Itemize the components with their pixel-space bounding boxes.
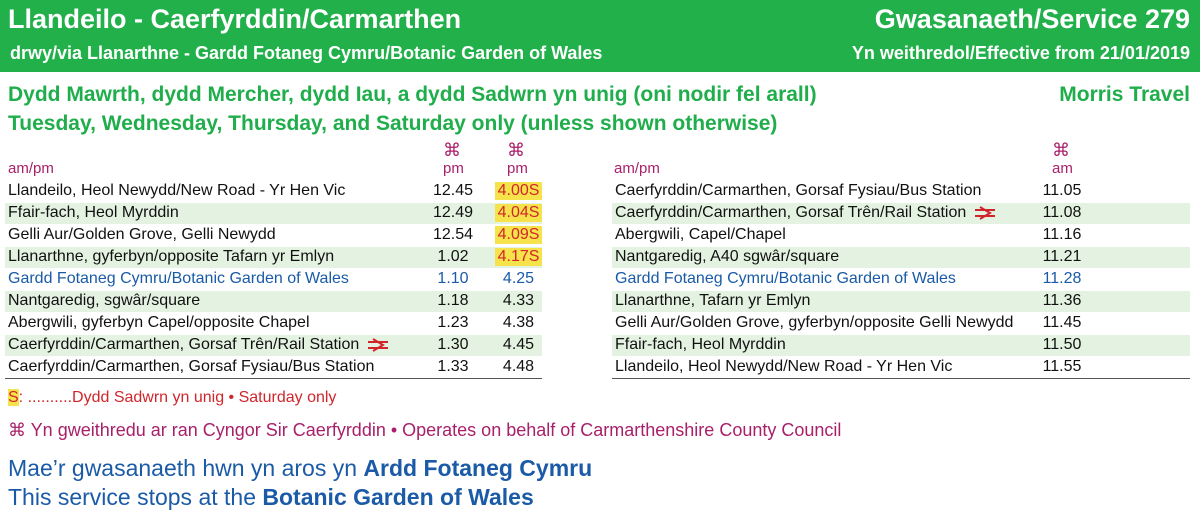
table-row: Caerfyrddin/Carmarthen, Gorsaf Fysiau/Bu… xyxy=(8,358,535,375)
col-header-pm: pm xyxy=(507,160,528,177)
table-row: Llanarthne, Tafarn yr Emlyn 11.36 xyxy=(612,291,1190,312)
table-row: Abergwili, gyferbyn Capel/opposite Chape… xyxy=(8,314,535,331)
table-row: Caerfyrddin/Carmarthen, Gorsaf Trên/Rail… xyxy=(612,203,1190,224)
route-title: Llandeilo - Caerfyrddin/Carmarthen xyxy=(8,4,462,34)
table-divider xyxy=(5,378,542,379)
col-header-am: am xyxy=(1052,160,1073,177)
header-banner: Llandeilo - Caerfyrddin/Carmarthen drwy/… xyxy=(0,0,1200,72)
botanic-stop-english: This service stops at the Botanic Garden… xyxy=(8,484,534,510)
botanic-stop-welsh: Mae’r gwasanaeth hwn yn aros yn Ardd Fot… xyxy=(8,455,593,481)
council-note: ⌘ Yn gweithredu ar ran Cyngor Sir Caerfy… xyxy=(8,420,842,440)
table-row: Ffair-fach, Heol Myrddin 11.50 xyxy=(612,335,1190,356)
council-symbol-icon: ⌘ xyxy=(443,140,461,160)
table-row: Ffair-fach, Heol Myrddin 12.49 4.04S xyxy=(5,203,542,224)
days-welsh: Dydd Mawrth, dydd Mercher, dydd Iau, a d… xyxy=(8,83,817,106)
operator-name: Morris Travel xyxy=(1059,83,1190,106)
table-row: Caerfyrddin/Carmarthen, Gorsaf Trên/Rail… xyxy=(5,335,542,356)
table-row: Nantgaredig, sgwâr/square 1.18 4.33 xyxy=(5,291,542,312)
col-header-pm: pm xyxy=(443,160,464,177)
table-row: Llandeilo, Heol Newydd/New Road - Yr Hen… xyxy=(615,358,1082,375)
council-symbol-icon: ⌘ xyxy=(507,140,525,160)
days-english: Tuesday, Wednesday, Thursday, and Saturd… xyxy=(8,112,778,135)
table-row: Abergwili, Capel/Chapel 11.16 xyxy=(615,226,1082,243)
table-row: Gardd Fotaneg Cymru/Botanic Garden of Wa… xyxy=(8,270,535,287)
service-number: Gwasanaeth/Service 279 xyxy=(874,4,1190,34)
ampm-label: am/pm xyxy=(8,160,54,177)
rail-station-icon xyxy=(368,337,389,352)
table-row: Nantgaredig, A40 sgwâr/square 11.21 xyxy=(612,247,1190,268)
effective-date: Yn weithredol/Effective from 21/01/2019 xyxy=(851,43,1190,63)
table-row: Llandeilo, Heol Newydd/New Road - Yr Hen… xyxy=(5,181,542,202)
table-row: Llanarthne, gyferbyn/opposite Tafarn yr … xyxy=(5,247,542,268)
route-via: drwy/via Llanarthne - Gardd Fotaneg Cymr… xyxy=(10,43,603,63)
table-row: Gelli Aur/Golden Grove, Gelli Newydd 12.… xyxy=(5,225,542,246)
saturday-note: S: ..........Dydd Sadwrn yn unig • Satur… xyxy=(8,389,337,406)
saturday-key: S xyxy=(8,389,19,406)
table-row: Gelli Aur/Golden Grove, gyferbyn/opposit… xyxy=(615,314,1082,331)
table-row: Gardd Fotaneg Cymru/Botanic Garden of Wa… xyxy=(615,270,1082,287)
rail-station-icon xyxy=(975,205,996,220)
council-symbol-icon: ⌘ xyxy=(1052,140,1070,160)
table-divider xyxy=(612,378,1190,379)
table-row: Caerfyrddin/Carmarthen, Gorsaf Fysiau/Bu… xyxy=(615,182,1082,199)
ampm-label: am/pm xyxy=(614,160,660,177)
